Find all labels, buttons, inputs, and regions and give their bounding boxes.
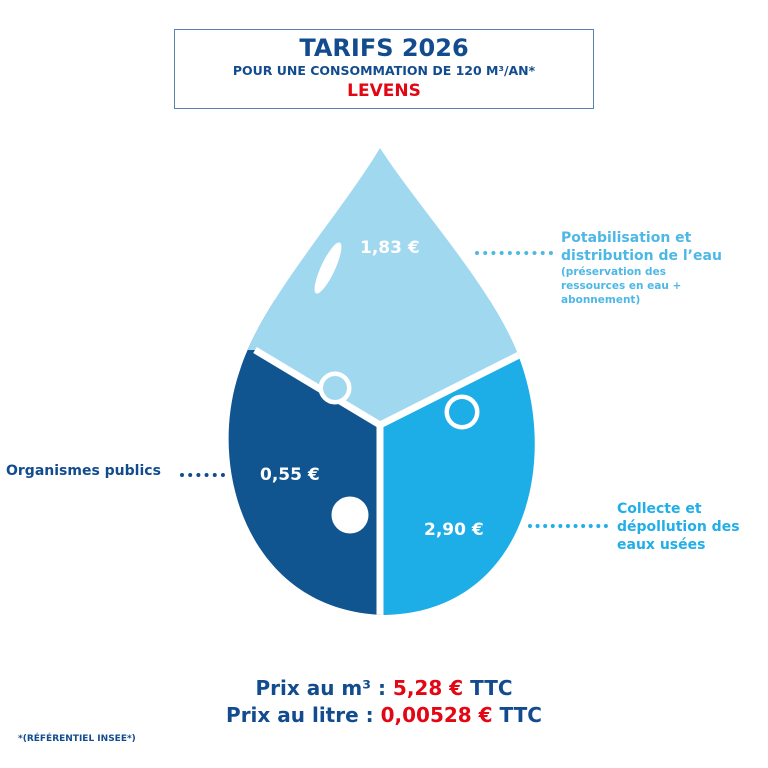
title: TARIFS 2026 — [299, 34, 469, 62]
litre-suffix: TTC — [492, 703, 542, 727]
price-per-litre: Prix au litre : 0,00528 € TTC — [0, 703, 768, 727]
leader-organismes — [180, 473, 225, 477]
value-potabilisation: 1,83 € — [360, 238, 420, 258]
label-organismes: Organismes publics — [6, 463, 161, 479]
value-collecte: 2,90 € — [424, 520, 484, 540]
label-subtext: (préservation des ressources en eau + ab… — [561, 266, 682, 306]
m3-suffix: TTC — [463, 676, 513, 700]
drop-highlight — [314, 242, 342, 294]
segment-potabilisation — [228, 148, 535, 425]
leader-potabilisation — [475, 251, 553, 255]
footnote: *(RÉFÉRENTIEL INSEE*) — [18, 734, 136, 744]
label-potabilisation: Potabilisation et distribution de l’eau … — [561, 229, 731, 307]
litre-label: Prix au litre : — [226, 703, 381, 727]
label-collecte: Collecte et dépollution des eaux usées — [617, 501, 740, 553]
price-per-m3: Prix au m³ : 5,28 € TTC — [0, 676, 768, 700]
label-text: Potabilisation et distribution de l’eau — [561, 230, 722, 264]
title-box: TARIFS 2026 POUR UNE CONSOMMATION DE 120… — [174, 29, 594, 109]
m3-label: Prix au m³ : — [255, 676, 393, 700]
value-organismes: 0,55 € — [260, 465, 320, 485]
litre-value: 0,00528 € — [380, 703, 493, 727]
leader-collecte — [528, 524, 608, 528]
m3-value: 5,28 € — [392, 676, 464, 700]
city: LEVENS — [347, 81, 421, 101]
subtitle: POUR UNE CONSOMMATION DE 120 M³/AN* — [232, 63, 536, 78]
